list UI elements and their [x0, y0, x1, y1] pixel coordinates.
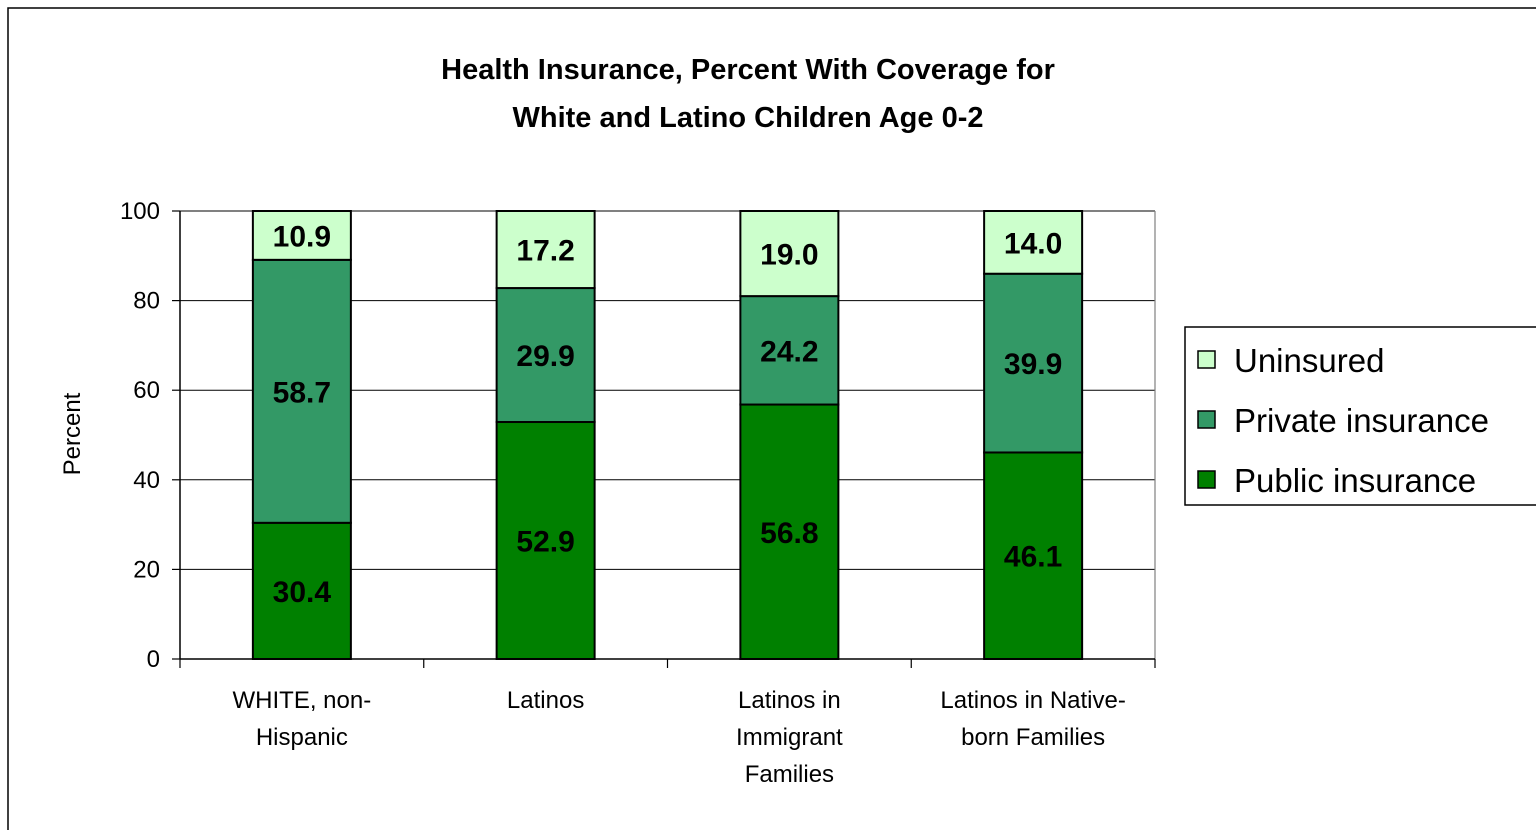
data-label: 19.0: [760, 239, 818, 272]
bar-segment: [739, 403, 840, 661]
y-tick-label: 60: [133, 377, 160, 404]
x-tick-label: Immigrant: [736, 724, 843, 751]
data-label: 30.4: [273, 576, 332, 609]
data-label: 46.1: [1004, 541, 1062, 574]
x-tick-label: Latinos in Native-: [940, 687, 1125, 714]
bar-segment: [983, 272, 1084, 454]
bar-segment: [983, 451, 1084, 660]
chart-title-line-1: Health Insurance, Percent With Coverage …: [441, 54, 1055, 86]
bar-segment: [739, 210, 840, 298]
legend-label: Public insurance: [1234, 462, 1476, 499]
chart-title-line-2: White and Latino Children Age 0-2: [513, 102, 984, 134]
bar-segment: [251, 258, 352, 524]
x-tick-label: Latinos in: [738, 687, 841, 714]
bars: 30.4 58.7 10.9 52.9 29.9 17.2 56.8 24.2 19.0 46.1…: [251, 210, 1084, 661]
data-label: 56.8: [760, 517, 818, 550]
data-label: 58.7: [273, 376, 331, 409]
legend-swatch: [1197, 410, 1216, 429]
y-axis-label: Percent: [59, 392, 86, 475]
legend-swatch: [1197, 350, 1216, 369]
y-tick-label: 80: [133, 288, 160, 315]
legend: Uninsured Private insurance Public insuran…: [1184, 326, 1536, 506]
bar-segment: [251, 210, 352, 261]
x-tick-label: Families: [745, 761, 834, 788]
bar-segment: [495, 210, 596, 290]
legend-box: [1184, 326, 1536, 506]
data-label: 14.0: [1004, 227, 1062, 260]
legend-label: Private insurance: [1234, 402, 1489, 439]
data-label: 24.2: [760, 335, 818, 368]
x-tick-label: WHITE, non-: [233, 687, 372, 714]
legend-swatch: [1197, 470, 1216, 489]
data-label: 10.9: [273, 220, 331, 253]
data-label: 52.9: [516, 526, 574, 559]
y-tick-label: 100: [120, 198, 160, 225]
x-tick-label: Hispanic: [256, 724, 348, 751]
y-tick-label: 40: [133, 467, 160, 494]
data-label: 29.9: [516, 340, 574, 373]
axes: 0 20 40 60 80 100 WHITE, non- Hispanic Latinos La…: [120, 198, 1156, 788]
x-tick-label: Latinos: [507, 687, 584, 714]
data-label: 17.2: [516, 235, 574, 268]
bar-segment: [495, 421, 596, 660]
bar-segment: [495, 287, 596, 424]
y-tick-label: 0: [147, 646, 160, 673]
y-tick-label: 20: [133, 556, 160, 583]
data-label: 39.9: [1004, 348, 1062, 381]
legend-label: Uninsured: [1234, 342, 1384, 379]
x-tick-label: born Families: [961, 724, 1105, 751]
bar-segment: [983, 210, 1084, 275]
